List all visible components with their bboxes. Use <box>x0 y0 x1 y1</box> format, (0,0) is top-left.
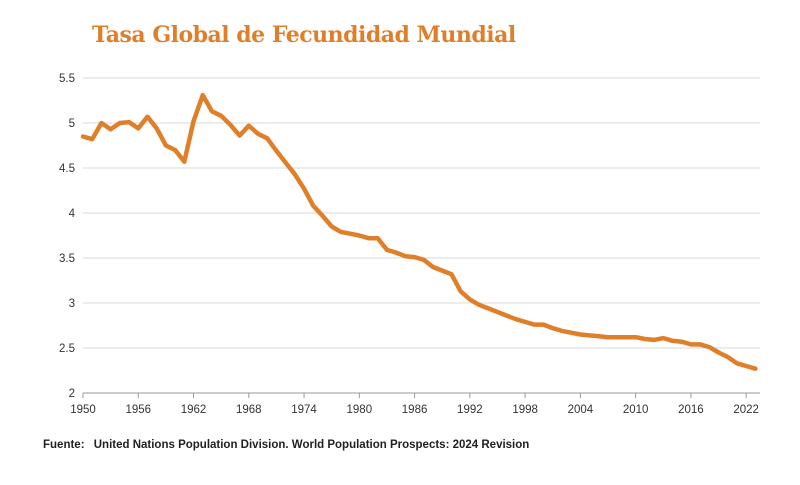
y-tick-label: 2.5 <box>59 343 75 355</box>
series <box>80 92 758 371</box>
x-tick-label: 1974 <box>291 404 317 416</box>
x-tick-label: 2004 <box>568 404 594 416</box>
axes <box>82 392 760 398</box>
y-tick-labels: 2 2.5 3 3.5 4 4.5 5 5.5 <box>59 73 76 400</box>
x-tick-labels: 1950 1956 1962 1968 1974 1980 1986 1992 1998 2004… <box>70 404 759 416</box>
y-tick-label: 3 <box>69 298 75 310</box>
x-tick-label: 1950 <box>70 404 96 416</box>
y-tick-label: 4.5 <box>59 163 75 175</box>
x-tick-label: 1968 <box>236 404 262 416</box>
y-tick-label: 5.5 <box>59 73 75 85</box>
y-tick-label: 3.5 <box>59 253 75 265</box>
gridlines <box>83 77 760 349</box>
x-tick-label: 2010 <box>623 404 649 416</box>
chart-title: Tasa Global de Fecundidad Mundial <box>92 22 516 48</box>
x-tick-label: 1998 <box>512 404 538 416</box>
x-tick-label: 1992 <box>457 404 483 416</box>
y-tick-label: 5 <box>69 118 75 130</box>
source-text: United Nations Population Division. Worl… <box>93 439 530 451</box>
y-tick-label: 2 <box>69 388 75 400</box>
source-label: Fuente: <box>43 439 85 451</box>
x-tick-label: 1962 <box>181 404 207 416</box>
x-tick-label: 1956 <box>125 404 151 416</box>
source-note: Fuente: United Nations Population Divisi… <box>43 439 529 451</box>
series-line <box>80 92 758 371</box>
x-tick-label: 2022 <box>733 404 759 416</box>
x-tick-label: 1980 <box>347 404 373 416</box>
x-tick-label: 1986 <box>402 404 428 416</box>
y-tick-label: 4 <box>69 208 76 220</box>
x-tick-label: 2016 <box>678 404 704 416</box>
